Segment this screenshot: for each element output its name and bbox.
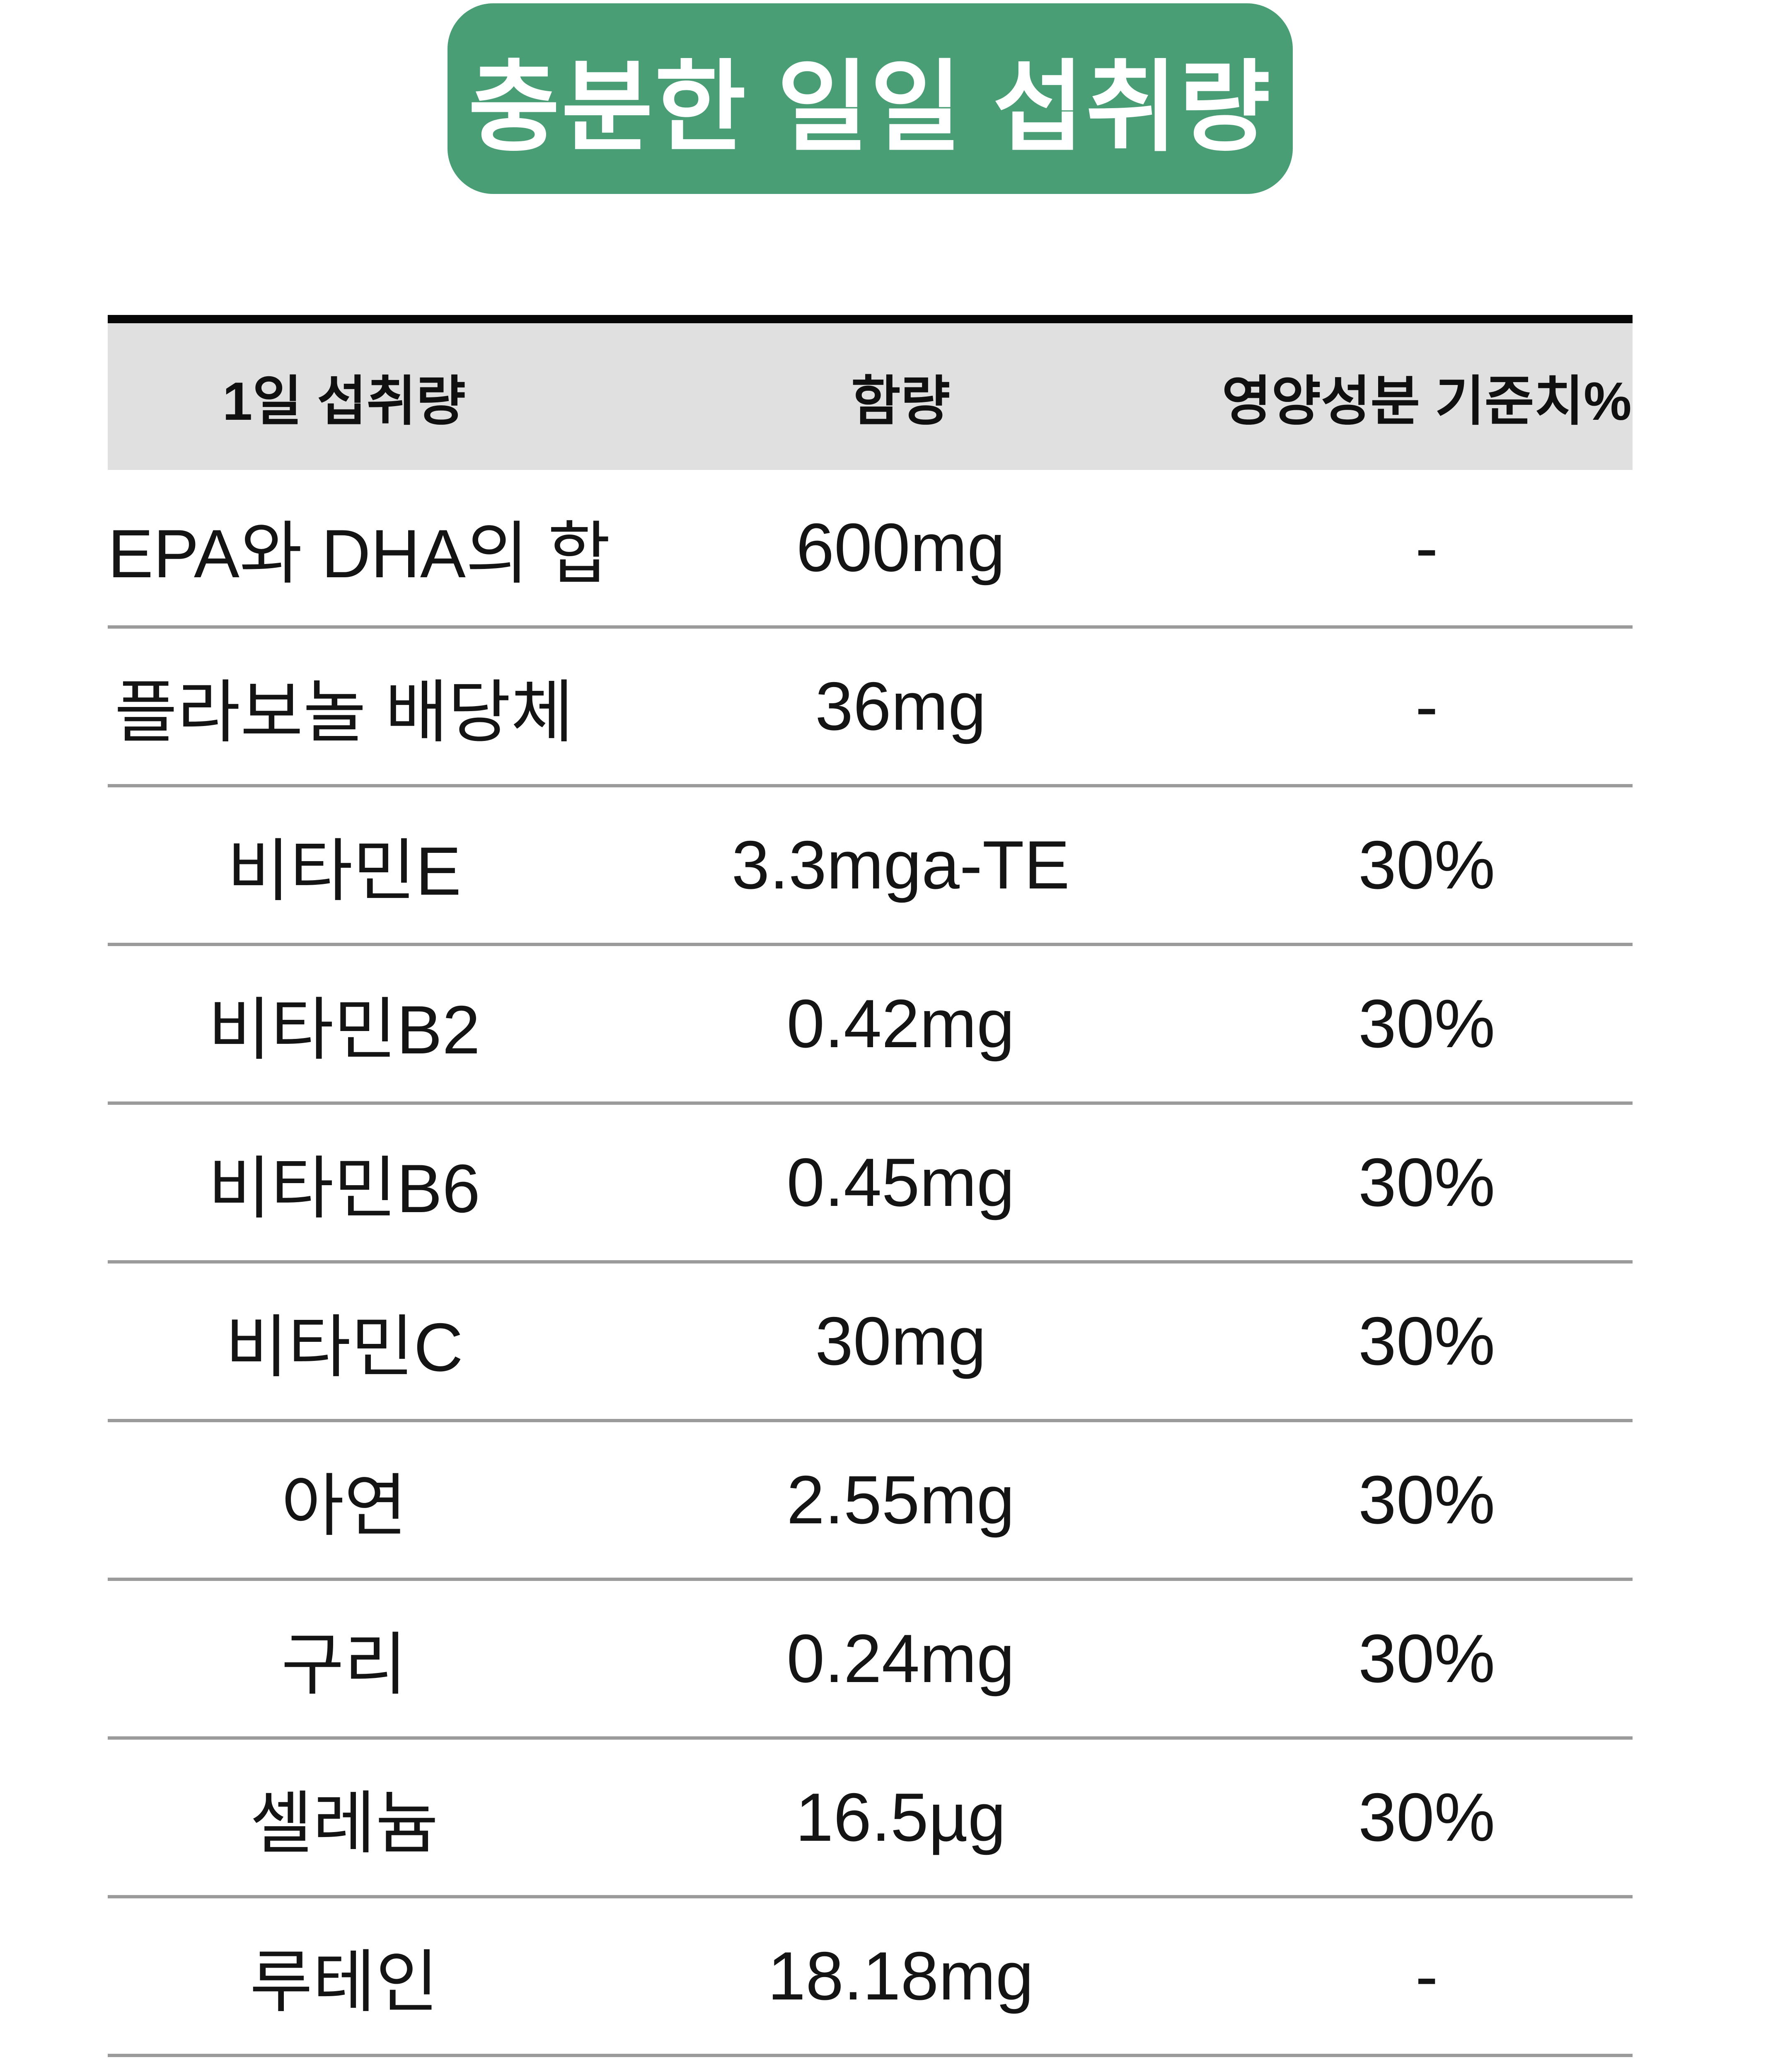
cell-amount: 3.3mga-TE [731, 827, 1070, 903]
cell-nutrient-name: 비타민B2 [208, 992, 480, 1068]
table-top-border [108, 315, 1633, 323]
cell-nutrient-name: 비타민B6 [208, 1150, 480, 1227]
cell-amount: 0.24mg [786, 1620, 1015, 1697]
cell-nutrient-name: EPA와 DHA의 합 [108, 516, 611, 592]
table-row: 비타민E 3.3mga-TE 30% [108, 787, 1633, 946]
cell-daily-value: 30% [1358, 1462, 1495, 1538]
title-banner: 충분한 일일 섭취량 [448, 3, 1293, 194]
cell-amount: 0.45mg [786, 1144, 1015, 1220]
cell-daily-value: 30% [1358, 985, 1495, 1062]
table-row: 루테인 18.18mg - [108, 1898, 1633, 2057]
header-cell-daily-intake: 1일 섭취량 [222, 371, 466, 431]
table-body: EPA와 DHA의 합 600mg - 플라보놀 배당체 36mg - 비타민E… [108, 470, 1633, 2072]
table-row: 비타민B6 0.45mg 30% [108, 1105, 1633, 1264]
cell-daily-value: - [1415, 1938, 1438, 2014]
cell-daily-value: 30% [1358, 827, 1495, 903]
table-row: EPA와 DHA의 합 600mg - [108, 470, 1633, 629]
cell-nutrient-name: 비타민C [225, 1309, 463, 1385]
cell-daily-value: 30% [1358, 1303, 1495, 1379]
cell-amount: 18.18mg [767, 1938, 1034, 2014]
table-header-row: 1일 섭취량 함량 영양성분 기준치% [108, 323, 1633, 470]
cell-nutrient-name: 셀레늄 [249, 1785, 439, 1861]
cell-amount: 30mg [815, 1303, 986, 1379]
page-title: 충분한 일일 섭취량 [468, 51, 1272, 163]
header-cell-amount: 함량 [851, 371, 951, 431]
cell-nutrient-name: 아연 [281, 1468, 407, 1544]
table-row: 플라보놀 배당체 36mg - [108, 629, 1633, 787]
table-row: 아연 2.55mg 30% [108, 1422, 1633, 1581]
cell-nutrient-name: 루테인 [249, 1944, 439, 2020]
cell-amount: 36mg [815, 668, 986, 744]
cell-nutrient-name: 플라보놀 배당체 [114, 674, 574, 750]
cell-daily-value: - [1415, 668, 1438, 744]
cell-amount: 0.42mg [786, 985, 1015, 1062]
cell-amount: 16.5µg [795, 1779, 1006, 1855]
cell-daily-value: 30% [1358, 1144, 1495, 1220]
table-row: 구리 0.24mg 30% [108, 1581, 1633, 1740]
page: 충분한 일일 섭취량 1일 섭취량 함량 영양성분 기준치% EPA와 DHA의… [108, 3, 1633, 2072]
cell-nutrient-name: 비타민E [227, 833, 462, 909]
table-row: 비타민C 30mg 30% [108, 1264, 1633, 1422]
table-row: 셀레늄 16.5µg 30% [108, 1740, 1633, 1898]
table-row: 지아잔틴 1.82mg - [108, 2057, 1633, 2072]
cell-daily-value: 30% [1358, 1620, 1495, 1697]
cell-daily-value: 30% [1358, 1779, 1495, 1855]
header-cell-daily-value-percent: 영양성분 기준치% [1222, 371, 1632, 431]
cell-amount: 2.55mg [786, 1462, 1015, 1538]
table-row: 비타민B2 0.42mg 30% [108, 946, 1633, 1105]
cell-nutrient-name: 구리 [281, 1627, 407, 1703]
nutrition-table: 1일 섭취량 함량 영양성분 기준치% EPA와 DHA의 합 600mg - … [108, 315, 1633, 2072]
cell-amount: 600mg [796, 509, 1005, 586]
cell-daily-value: - [1415, 509, 1438, 586]
